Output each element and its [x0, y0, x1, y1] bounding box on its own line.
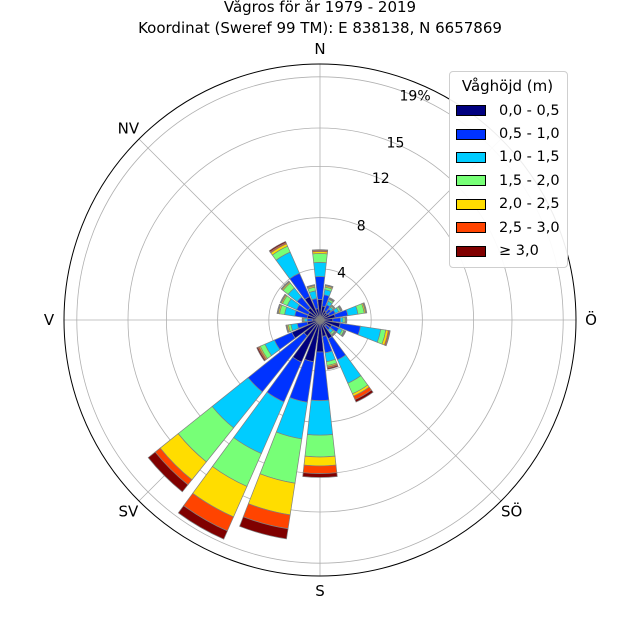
sector-bar-segment — [279, 293, 286, 304]
legend-swatch — [456, 151, 486, 163]
direction-label: Ö — [585, 310, 597, 329]
legend-item: 1,5 - 2,0 — [456, 169, 560, 192]
direction-label: S — [315, 582, 325, 600]
radial-tick-label: 12 — [372, 171, 390, 187]
legend-label: 2,5 - 3,0 — [499, 219, 560, 236]
radial-tick-label: 19% — [400, 88, 431, 104]
sector-bar-segment — [256, 346, 266, 362]
sector-bar-segment — [301, 317, 304, 323]
direction-labels: N NV V SV S SÖ Ö — [44, 40, 597, 600]
sector-bar-segment — [303, 455, 337, 467]
sector-bar-segment — [306, 399, 334, 436]
direction-label: NV — [118, 119, 140, 137]
legend: Våghöjd (m) 0,0 - 0,5 0,5 - 1,0 1,0 - 1,… — [449, 71, 568, 268]
sector-bar-segment — [177, 505, 228, 540]
sector-bar-segment — [239, 516, 289, 540]
legend-label: 0,5 - 1,0 — [499, 126, 560, 143]
sector-bar-segment — [385, 330, 391, 347]
grid-spoke — [319, 319, 502, 502]
legend-swatch — [456, 245, 486, 257]
sector-bar-segment — [332, 317, 341, 323]
legend-item: 0,0 - 0,5 — [456, 99, 560, 122]
direction-label: V — [44, 311, 55, 329]
sector-bar-segment — [285, 324, 289, 334]
legend-label: 1,5 - 2,0 — [499, 172, 560, 189]
sector-bar-segment — [147, 451, 189, 493]
legend-item: 0,5 - 1,0 — [456, 122, 560, 145]
legend-label: 0,0 - 0,5 — [499, 102, 560, 119]
sector-bar-segment — [304, 434, 336, 458]
direction-label: N — [314, 40, 325, 58]
outer-circle — [63, 63, 577, 577]
legend-item: 1,0 - 1,5 — [456, 146, 560, 169]
sector-bar-segment — [326, 364, 339, 370]
sector-bar-segment — [280, 280, 290, 290]
legend-title: Våghöjd (m) — [461, 77, 554, 95]
sector-bar-segment — [306, 284, 316, 288]
radial-tick-label: 15 — [387, 136, 405, 152]
sector-bar-segment — [354, 389, 374, 403]
legend-label: 2,0 - 2,5 — [499, 196, 560, 213]
sector-bar-segment — [302, 464, 338, 474]
legend-item: 2,0 - 2,5 — [456, 193, 560, 216]
radial-tick-label: 8 — [357, 218, 366, 234]
sector-bar-segment — [313, 262, 327, 278]
radial-tick-labels: 4 8 12 15 19% — [337, 88, 430, 281]
direction-label: SV — [118, 503, 139, 521]
sector-bar-segment — [312, 253, 328, 264]
legend-item: 2,5 - 3,0 — [456, 216, 560, 239]
sector-bar-segment — [268, 241, 287, 253]
sector-bar-segment — [302, 472, 338, 478]
sector-bar-segment — [363, 302, 368, 314]
sector-bar-segment — [324, 284, 334, 288]
sector-bar-segment — [276, 303, 281, 314]
sector-bars — [147, 241, 391, 540]
sector-bar-segment — [331, 304, 336, 309]
direction-label: SÖ — [501, 502, 522, 521]
sector-bar-segment — [341, 330, 347, 338]
legend-swatch — [456, 222, 486, 234]
legend-swatch — [456, 175, 486, 187]
legend-item: ≥ 3,0 — [456, 239, 559, 262]
radial-tick-label: 4 — [337, 266, 346, 282]
sector-bar-segment — [345, 316, 348, 324]
legend-label: ≥ 3,0 — [499, 243, 539, 260]
legend-swatch — [456, 198, 486, 210]
chart-title: Vågros för år 1979 - 2019 — [224, 0, 416, 16]
legend-swatch — [456, 128, 486, 140]
sector-bar-segment — [331, 331, 337, 337]
sector-bar-segment — [329, 297, 335, 302]
sector-bar-segment — [311, 249, 329, 252]
chart-subtitle: Koordinat (Sweref 99 TM): E 838138, N 66… — [138, 19, 502, 37]
legend-label: 1,0 - 1,5 — [499, 149, 560, 166]
sector-bar-segment — [338, 305, 343, 311]
legend-swatch — [456, 105, 486, 117]
sector-bar-segment — [357, 325, 382, 343]
